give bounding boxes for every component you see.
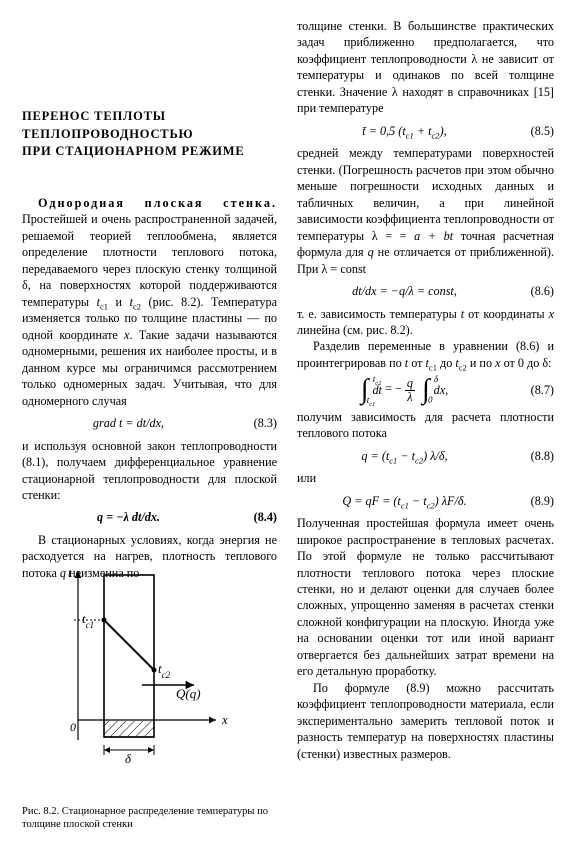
figure-8-2: t x 0 tc1 tc2 Q(q) δ bbox=[44, 565, 254, 775]
origin-label: 0 bbox=[70, 720, 76, 734]
equation-8-8: q = (tc1 − tc2) λ/δ, (8.8) bbox=[297, 448, 554, 464]
left-column: Однородная плоская стенка. Простейшей и … bbox=[22, 195, 277, 581]
equation-8-6: dt/dx = −q/λ = const, (8.6) bbox=[297, 283, 554, 299]
eq84-num: (8.4) bbox=[235, 509, 277, 525]
eq89-num: (8.9) bbox=[512, 493, 554, 509]
tc2-label: tc2 bbox=[158, 661, 171, 680]
point-tc2 bbox=[152, 668, 157, 673]
left-para-2: и используя основной закон теплопроводно… bbox=[22, 438, 277, 504]
ili-label: или bbox=[297, 470, 554, 486]
eq85-num: (8.5) bbox=[512, 123, 554, 139]
eq83-body: grad t = dt/dx, bbox=[22, 415, 235, 431]
section-lead: Однородная плоская стенка. bbox=[38, 196, 277, 210]
wall-rect bbox=[104, 575, 154, 737]
eq89-body: Q = qF = (tc1 − tc2) λF/δ. bbox=[297, 493, 512, 509]
left-para-1: Однородная плоская стенка. Простейшей и … bbox=[22, 195, 277, 409]
right-para-7: По формуле (8.9) можно рассчитать коэффи… bbox=[297, 680, 554, 762]
temperature-line bbox=[104, 620, 154, 670]
eq85-body: t̄ = 0,5 (tc1 + tc2), bbox=[297, 123, 512, 139]
eq87-num: (8.7) bbox=[512, 382, 554, 398]
integral-sign-2: ∫ δ 0 bbox=[422, 379, 430, 401]
equation-8-9: Q = qF = (tc1 − tc2) λF/δ. (8.9) bbox=[297, 493, 554, 509]
right-para-1: толщине стенки. В большинстве практическ… bbox=[297, 18, 554, 117]
eq86-num: (8.6) bbox=[512, 283, 554, 299]
eq86-body: dt/dx = −q/λ = const, bbox=[297, 283, 512, 299]
delta-label: δ bbox=[125, 751, 132, 766]
x-axis-label: x bbox=[221, 712, 228, 727]
eq83-num: (8.3) bbox=[235, 415, 277, 431]
right-column: толщине стенки. В большинстве практическ… bbox=[297, 18, 554, 762]
chapter-line1: ПЕРЕНОС ТЕПЛОТЫ bbox=[22, 108, 277, 126]
chapter-line3: ПРИ СТАЦИОНАРНОМ РЕЖИМЕ bbox=[22, 143, 277, 161]
right-para-4: Разделив переменные в уравнении (8.6) и … bbox=[297, 338, 554, 371]
right-para-2: средней между температурами поверхностей… bbox=[297, 145, 554, 277]
eq88-num: (8.8) bbox=[512, 448, 554, 464]
right-para-6: Полученная простейшая формула имеет очен… bbox=[297, 515, 554, 680]
fraction-q-lambda: q λ bbox=[405, 377, 415, 402]
figure-caption: Рис. 8.2. Стационарное распределение тем… bbox=[22, 805, 277, 831]
equation-8-5: t̄ = 0,5 (tc1 + tc2), (8.5) bbox=[297, 123, 554, 139]
figure-svg: t x 0 tc1 tc2 Q(q) δ bbox=[44, 565, 254, 775]
eq87-body: ∫ tc2 tc1 dt = − q λ ∫ δ 0 dx, bbox=[297, 377, 512, 402]
t-axis-label: t bbox=[68, 565, 72, 580]
Qq-label: Q(q) bbox=[176, 686, 201, 701]
eq88-body: q = (tc1 − tc2) λ/δ, bbox=[297, 448, 512, 464]
integral-sign-1: ∫ tc2 tc1 bbox=[361, 379, 369, 401]
equation-8-4: q = −λ dt/dx. (8.4) bbox=[22, 509, 277, 525]
equation-8-7: ∫ tc2 tc1 dt = − q λ ∫ δ 0 dx, (8.7) bbox=[297, 377, 554, 402]
right-para-3: т. е. зависимость температуры t от коорд… bbox=[297, 306, 554, 339]
tc1-label: tc1 bbox=[82, 611, 94, 630]
chapter-heading: ПЕРЕНОС ТЕПЛОТЫ ТЕПЛОПРОВОДНОСТЬЮ ПРИ СТ… bbox=[22, 108, 277, 161]
chapter-line2: ТЕПЛОПРОВОДНОСТЬЮ bbox=[22, 126, 277, 144]
equation-8-3: grad t = dt/dx, (8.3) bbox=[22, 415, 277, 431]
eq84-body: q = −λ dt/dx. bbox=[22, 509, 235, 525]
wall-hatch bbox=[104, 721, 154, 737]
right-para-5: получим зависимость для расчета плотност… bbox=[297, 409, 554, 442]
